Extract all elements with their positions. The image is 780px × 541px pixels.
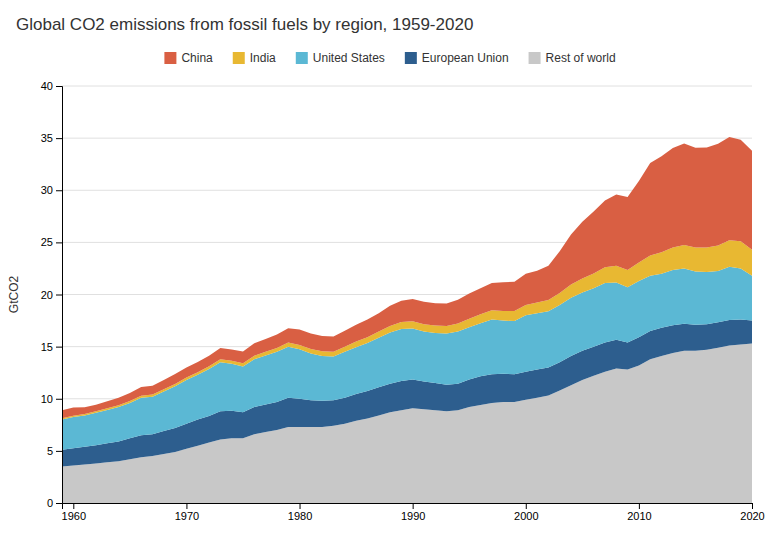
y-tick-mark <box>56 138 62 139</box>
y-tick: 15 <box>41 341 62 353</box>
y-tick-label: 25 <box>41 236 53 248</box>
x-tick: 1970 <box>175 503 199 522</box>
y-tick-label: 15 <box>41 341 53 353</box>
y-tick-mark <box>56 190 62 191</box>
y-tick-label: 10 <box>41 393 53 405</box>
y-tick: 5 <box>47 445 62 457</box>
x-tick: 1990 <box>401 503 425 522</box>
plot-area <box>62 137 752 503</box>
x-tick-mark <box>413 503 414 509</box>
y-tick-mark <box>56 242 62 243</box>
y-tick: 0 <box>47 497 62 509</box>
x-tick: 2020 <box>740 503 764 522</box>
y-tick-label: 35 <box>41 132 53 144</box>
y-tick: 10 <box>41 393 62 405</box>
x-axis-line <box>63 504 753 510</box>
x-tick-mark <box>300 503 301 509</box>
y-tick-label: 30 <box>41 184 53 196</box>
y-tick-label: 40 <box>41 80 53 92</box>
x-tick: 1980 <box>288 503 312 522</box>
y-tick: 30 <box>41 184 62 196</box>
area <box>62 137 752 418</box>
y-tick-mark <box>56 503 62 504</box>
x-tick-label: 1960 <box>62 510 86 522</box>
legend-label: European Union <box>422 51 509 65</box>
legend-swatch <box>529 52 541 64</box>
y-axis-title: GtCO2 <box>7 276 21 314</box>
title: Global CO2 emissions from fossil fuels b… <box>16 15 473 34</box>
y-axis: 0 5 10 15 20 25 30 35 40 <box>41 80 63 509</box>
legend-swatch <box>164 52 176 64</box>
x-tick: 1960 <box>62 503 86 522</box>
y-tick-label: 0 <box>47 497 53 509</box>
grid-line <box>62 138 752 139</box>
legend-item: India <box>233 51 276 65</box>
x-tick: 2000 <box>514 503 538 522</box>
y-tick-mark <box>56 295 62 296</box>
chart: 1960 1970 1980 1990 2000 2010 2020 0 5 10 15 20 25 30… <box>0 0 780 541</box>
x-tick-label: 2010 <box>627 510 651 522</box>
legend-label: China <box>181 51 213 65</box>
x-tick-label: 2020 <box>740 510 764 522</box>
x-tick-label: 2000 <box>514 510 538 522</box>
legend-label: United States <box>313 51 385 65</box>
chart-container: 1960 1970 1980 1990 2000 2010 2020 0 5 10 15 20 25 30… <box>0 0 780 541</box>
y-tick-label: 5 <box>47 445 53 457</box>
legend-swatch <box>405 52 417 64</box>
legend-item: United States <box>296 51 385 65</box>
x-tick-label: 1970 <box>175 510 199 522</box>
x-tick-mark <box>186 503 187 509</box>
legend-item: European Union <box>405 51 509 65</box>
y-tick-mark <box>56 451 62 452</box>
y-tick-mark <box>56 347 62 348</box>
y-tick: 40 <box>41 80 62 92</box>
x-tick-label: 1980 <box>288 510 312 522</box>
y-tick: 20 <box>41 289 62 301</box>
x-tick-mark <box>526 503 527 509</box>
legend-swatch <box>296 52 308 64</box>
x-tick: 2010 <box>627 503 651 522</box>
x-tick-mark <box>639 503 640 509</box>
x-tick-mark <box>752 503 753 509</box>
legend-swatch <box>233 52 245 64</box>
grid-line <box>62 86 752 87</box>
x-tick-mark <box>73 503 74 509</box>
grid <box>62 86 752 503</box>
legend-label: India <box>250 51 276 65</box>
x-tick-label: 1990 <box>401 510 425 522</box>
x-axis: 1960 1970 1980 1990 2000 2010 2020 <box>62 503 765 522</box>
y-axis-line <box>56 87 63 504</box>
y-tick: 35 <box>41 132 62 144</box>
y-tick-mark <box>56 86 62 87</box>
y-tick-mark <box>56 399 62 400</box>
legend: China India United States European Union Res… <box>164 51 615 65</box>
area <box>62 240 752 419</box>
y-tick: 25 <box>41 236 62 248</box>
legend-label: Rest of world <box>546 51 616 65</box>
legend-item: China <box>164 51 213 65</box>
y-tick-label: 20 <box>41 289 53 301</box>
area <box>62 267 752 450</box>
legend-item: Rest of world <box>529 51 616 65</box>
